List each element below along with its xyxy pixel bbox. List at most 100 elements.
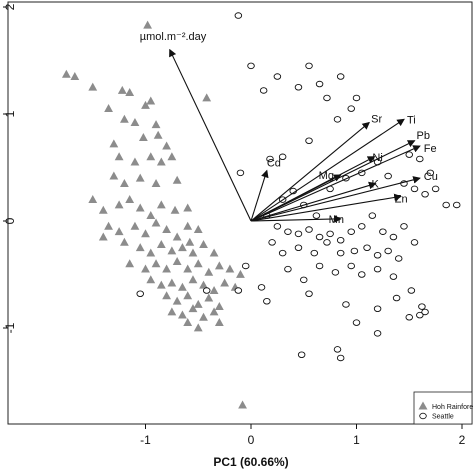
hoh-point-85 xyxy=(183,318,193,327)
hoh-point-15 xyxy=(162,141,171,150)
hoh-point-77 xyxy=(193,299,203,308)
hoh-point-62 xyxy=(214,261,224,270)
seattle-point-29 xyxy=(442,201,450,209)
hoh-point-46 xyxy=(135,243,145,252)
hoh-point-76 xyxy=(183,291,193,300)
hoh-point-45 xyxy=(120,237,129,246)
seattle-point-59 xyxy=(394,255,403,262)
seattle-point-36 xyxy=(284,228,292,235)
seattle-point-82 xyxy=(373,330,382,337)
hoh-point-1 xyxy=(70,71,80,80)
seattle-point-44 xyxy=(368,212,377,219)
hoh-point-27 xyxy=(98,205,108,214)
hoh-point-29 xyxy=(125,195,135,203)
hoh-point-0 xyxy=(61,69,71,78)
hoh-point-68 xyxy=(178,282,187,291)
hoh-point-72 xyxy=(220,278,230,287)
seattle-point-8 xyxy=(323,94,331,102)
hoh-point-12 xyxy=(109,139,119,148)
vector-label-5: Fe xyxy=(424,143,437,155)
seattle-point-49 xyxy=(268,239,276,246)
vector-arrow-8 xyxy=(250,176,421,222)
hoh-point-18 xyxy=(146,152,156,161)
seattle-point-11 xyxy=(333,116,342,123)
seattle-point-14 xyxy=(266,155,274,163)
seattle-point-51 xyxy=(294,244,303,251)
hoh-point-50 xyxy=(178,243,187,252)
hoh-point-13 xyxy=(138,132,148,141)
vector-arrow-10 xyxy=(250,193,402,222)
hoh-point-38 xyxy=(141,229,150,238)
hoh-point-40 xyxy=(162,224,171,233)
hoh-point-47 xyxy=(146,248,156,257)
seattle-point-78 xyxy=(405,314,414,321)
seattle-point-57 xyxy=(373,251,382,259)
seattle-point-55 xyxy=(350,247,359,255)
hoh-point-20 xyxy=(167,152,177,161)
hoh-point-64 xyxy=(236,269,245,278)
seattle-point-56 xyxy=(363,244,371,251)
seattle-point-68 xyxy=(263,298,271,305)
seattle-point-64 xyxy=(347,262,355,270)
vector-arrow-11 xyxy=(250,215,342,223)
x-axis-title: PC1 (60.66%) xyxy=(213,455,288,469)
seattle-point-15 xyxy=(236,169,245,177)
seattle-point-66 xyxy=(373,265,382,273)
hoh-point-8 xyxy=(146,96,156,105)
hoh-point-65 xyxy=(146,275,156,284)
vector-arrow-2 xyxy=(250,121,371,222)
vector-arrow-9 xyxy=(250,181,377,222)
hoh-point-9 xyxy=(120,114,129,123)
seattle-point-69 xyxy=(257,284,266,291)
hoh-point-61 xyxy=(204,267,214,276)
vector-arrow-7 xyxy=(250,174,342,222)
hoh-point-59 xyxy=(183,264,193,273)
seattle-point-62 xyxy=(315,262,324,270)
seattle-point-53 xyxy=(323,239,331,246)
y-tick-label-1: 0 xyxy=(3,217,17,224)
legend-circle-icon xyxy=(419,412,427,420)
seattle-point-26 xyxy=(410,185,419,193)
hoh-point-67 xyxy=(167,278,177,287)
seattle-point-45 xyxy=(379,228,387,235)
seattle-point-31 xyxy=(426,169,435,177)
y-tick-label-3: 2 xyxy=(3,3,17,10)
plot-frame xyxy=(7,1,473,425)
hoh-point-22 xyxy=(120,178,129,187)
vector-label-2: Sr xyxy=(371,114,382,126)
hoh-point-66 xyxy=(156,280,166,289)
hoh-point-54 xyxy=(125,259,135,268)
vector-label-7: Mg xyxy=(319,170,334,182)
seattle-point-43 xyxy=(358,223,366,230)
hoh-point-86 xyxy=(193,323,203,332)
seattle-point-83 xyxy=(333,346,342,353)
hoh-point-37 xyxy=(130,221,140,230)
vector-label-10: Zn xyxy=(395,193,408,205)
vector-label-6: Ni xyxy=(372,152,382,164)
hoh-point-83 xyxy=(199,312,208,321)
hoh-point-11 xyxy=(151,120,161,129)
hoh-point-88 xyxy=(202,93,212,102)
seattle-point-79 xyxy=(416,311,424,319)
legend-label-hoh: Hoh Rainfore xyxy=(432,404,473,411)
hoh-point-26 xyxy=(88,195,98,203)
vector-label-0: µmol.m⁻².day xyxy=(140,31,207,43)
hoh-point-25 xyxy=(172,175,182,184)
seattle-point-46 xyxy=(389,233,398,241)
hoh-point-24 xyxy=(151,178,161,187)
hoh-point-19 xyxy=(156,157,166,166)
seattle-point-80 xyxy=(421,308,429,316)
x-axis-ticks: -1 0 1 2 xyxy=(140,424,466,447)
hoh-point-10 xyxy=(130,117,140,126)
vector-label-1: Cd xyxy=(267,158,281,170)
seattle-point-7 xyxy=(336,73,345,80)
seattle-point-54 xyxy=(336,249,345,257)
hoh-point-57 xyxy=(162,264,171,273)
hoh-point-51 xyxy=(188,248,198,257)
seattle-point-39 xyxy=(315,233,324,241)
seattle-point-61 xyxy=(300,276,308,284)
vector-label-11: Mn xyxy=(329,214,344,226)
hoh-point-84 xyxy=(209,307,219,316)
hoh-point-16 xyxy=(114,152,124,161)
